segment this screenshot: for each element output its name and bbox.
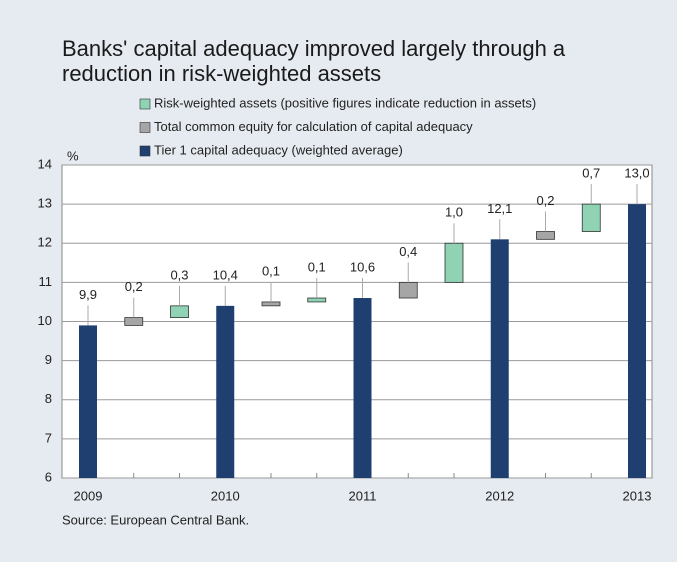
y-tick-label: 10	[38, 313, 52, 328]
bar	[444, 242, 464, 283]
x-tick-label: 2010	[211, 488, 240, 503]
x-tick-label: 2013	[623, 488, 652, 503]
data-label: 0,7	[582, 166, 600, 181]
legend-swatch	[139, 98, 151, 110]
chart-title: Banks' capital adequacy improved largely…	[62, 36, 566, 61]
bar	[79, 325, 97, 478]
y-tick-label: 13	[38, 196, 52, 211]
legend-label: Risk-weighted assets (positive figures i…	[154, 95, 536, 110]
bar	[398, 281, 418, 299]
y-tick-label: 12	[38, 235, 52, 250]
x-tick-label: 2012	[485, 488, 514, 503]
data-label: 13,0	[624, 166, 649, 181]
legend-label: Total common equity for calculation of c…	[154, 119, 473, 134]
legend-label: Tier 1 capital adequacy (weighted averag…	[154, 142, 403, 157]
bar	[124, 317, 144, 326]
legend-swatch	[139, 122, 151, 133]
bar	[353, 298, 372, 478]
bar	[307, 297, 327, 303]
data-label: 9,9	[79, 287, 97, 302]
data-label: 0,2	[125, 279, 143, 294]
bar	[216, 305, 235, 478]
data-label: 10,6	[350, 259, 375, 274]
chart-title: reduction in risk-weighted assets	[62, 61, 381, 86]
data-label: 0,4	[399, 244, 417, 259]
source: Source: European Central Bank.	[62, 512, 249, 527]
data-label: 0,1	[308, 259, 326, 274]
y-tick-label: 9	[45, 352, 52, 367]
y-tick-label: 11	[39, 274, 53, 289]
bar	[170, 305, 189, 318]
y-tick-label: 7	[45, 430, 52, 445]
bar	[490, 239, 509, 478]
y-tick-label: 6	[45, 469, 52, 484]
data-label: 12,1	[487, 201, 512, 216]
bar	[261, 301, 281, 307]
data-label: 0,1	[262, 263, 280, 278]
bar	[536, 231, 555, 240]
bar	[628, 204, 646, 478]
y-axis-label: %	[67, 148, 79, 163]
y-tick-label: 14	[38, 156, 52, 171]
data-label: 0,2	[536, 193, 554, 208]
legend-swatch	[139, 145, 151, 157]
bar	[581, 203, 601, 232]
data-label: 1,0	[445, 205, 463, 220]
data-label: 10,4	[213, 267, 238, 282]
y-tick-label: 8	[45, 391, 52, 406]
data-label: 0,3	[170, 267, 188, 282]
x-tick-label: 2011	[349, 488, 377, 503]
x-tick-label: 2009	[74, 488, 103, 503]
